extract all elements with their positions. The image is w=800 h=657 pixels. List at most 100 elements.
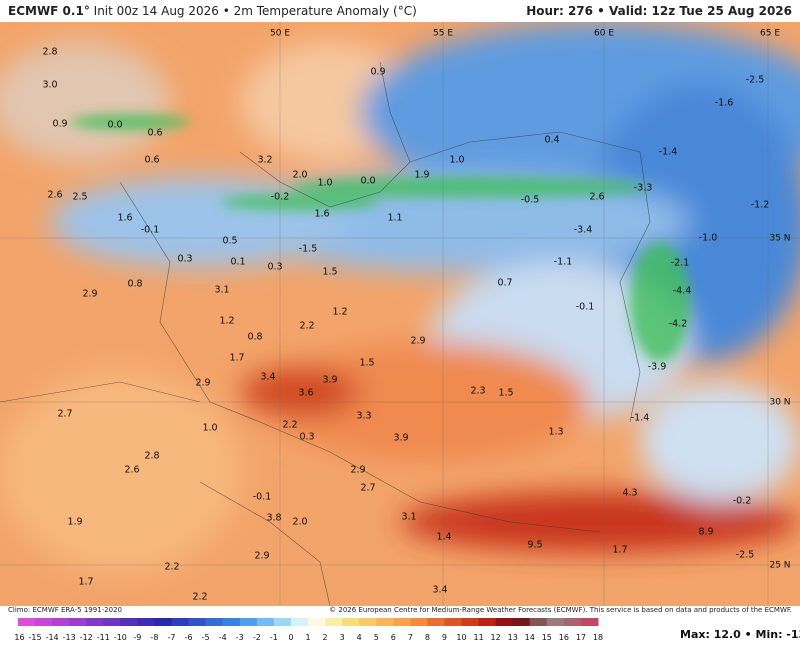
colorbar-cell (290, 618, 309, 626)
anomaly-label: 2.5 (72, 192, 87, 203)
anomaly-label: 3.9 (393, 433, 408, 444)
colorbar-tick-label: -2 (253, 633, 261, 642)
anomaly-label: -4.4 (673, 286, 692, 297)
colorbar-tick-label: 14 (525, 633, 535, 642)
anomaly-label: -2.5 (746, 75, 765, 86)
anomaly-label: 3.1 (214, 285, 229, 296)
colorbar-tick-label: 5 (374, 633, 379, 642)
anomaly-label: 3.8 (266, 513, 281, 524)
colorbar-tick-label: 6 (391, 633, 396, 642)
colorbar-tick-label: -15 (29, 633, 42, 642)
anomaly-field (0, 22, 800, 572)
anomaly-label: 1.9 (67, 517, 82, 528)
anomaly-label: 2.9 (254, 551, 269, 562)
anomaly-label: 1.1 (387, 213, 402, 224)
anomaly-label: 2.2 (299, 321, 314, 332)
anomaly-label: 2.8 (144, 451, 159, 462)
copyright: © 2026 European Centre for Medium-Range … (329, 606, 792, 614)
colorbar-cell (529, 618, 548, 626)
anomaly-label: 0.9 (370, 67, 385, 78)
anomaly-label: 2.7 (57, 409, 72, 420)
anomaly-label: 2.6 (589, 192, 604, 203)
colorbar-cell (52, 618, 70, 626)
anomaly-label: 1.7 (612, 545, 627, 556)
colorbar-cell (222, 618, 241, 626)
anomaly-label: 1.0 (449, 155, 464, 166)
anomaly-label: -1.2 (751, 200, 770, 211)
anomaly-label: 2.9 (82, 289, 97, 300)
colorbar-cell (580, 618, 599, 626)
anomaly-label: 2.2 (282, 420, 297, 431)
anomaly-label: 2.6 (47, 190, 62, 201)
colorbar-cell (478, 618, 497, 626)
anomaly-label: -1.1 (554, 257, 573, 268)
coord-label: 65 E (760, 29, 780, 39)
anomaly-label: -2.1 (671, 258, 690, 269)
colorbar-tick-label: -4 (219, 633, 227, 642)
anomaly-label: 0.3 (267, 262, 282, 273)
anomaly-label: -1.4 (659, 147, 678, 158)
colorbar-tick-label: 4 (357, 633, 362, 642)
anomaly-label: 0.5 (222, 236, 237, 247)
anomaly-label: -0.1 (576, 302, 595, 313)
anomaly-label: 0.8 (127, 279, 142, 290)
colorbar-tick-label: 0 (288, 633, 293, 642)
coord-label: 55 E (433, 29, 453, 39)
anomaly-label: -3.9 (648, 362, 667, 373)
anomaly-label: 1.7 (229, 353, 244, 364)
anomaly-label: 3.4 (432, 585, 447, 596)
colorbar-tick-label: -6 (185, 633, 193, 642)
colorbar-tick-label: 11 (473, 633, 483, 642)
coord-label: 50 E (270, 29, 290, 39)
anomaly-label: 2.8 (42, 47, 57, 58)
anomaly-label: 1.0 (202, 423, 217, 434)
anomaly-label: 1.5 (498, 388, 513, 399)
colorbar-cell (410, 618, 428, 626)
colorbar-cell (393, 618, 411, 626)
colorbar-tick-label: -16 (14, 633, 25, 642)
colorbar-cell (154, 618, 173, 626)
anomaly-label: -1.4 (631, 413, 650, 424)
anomaly-label: 3.0 (42, 80, 57, 91)
anomaly-label: 1.2 (332, 307, 347, 318)
anomaly-label: 1.9 (414, 170, 429, 181)
anomaly-label: 2.9 (195, 378, 210, 389)
colorbar-cell (325, 618, 343, 626)
colorbar-cell (239, 618, 258, 626)
colorbar-tick-label: 8 (425, 633, 430, 642)
anomaly-label: -1.5 (299, 244, 318, 255)
colorbar: -16-15-14-13-12-11-10-9-8-7-6-5-4-3-2-10… (14, 618, 603, 642)
labels: 50 E 55 E 60 E 65 E 35 N 30 N 25 N 2.8 3.0 0.9 0.0… (42, 29, 790, 603)
colorbar-cell (342, 618, 360, 626)
anomaly-label: 0.8 (247, 332, 262, 343)
anomaly-label: -0.2 (733, 496, 752, 507)
coord-label: 35 N (769, 234, 790, 244)
anomaly-label: 4.3 (622, 488, 637, 499)
anomaly-label: 2.2 (164, 562, 179, 573)
coord-label: 25 N (769, 561, 790, 571)
anomaly-label: 3.1 (401, 512, 416, 523)
colorbar-cell (359, 618, 377, 626)
valid-time: Hour: 276 • Valid: 12z Tue 25 Aug 2026 (526, 4, 792, 18)
colorbar-tick-label: 16 (559, 633, 569, 642)
colorbar-tick-label: -7 (168, 633, 176, 642)
colorbar-cell (256, 618, 275, 626)
anomaly-label: 2.0 (292, 517, 307, 528)
anomaly-label: 1.5 (359, 358, 374, 369)
colorbar-tick-label: -8 (150, 633, 158, 642)
anomaly-label: -0.1 (141, 225, 160, 236)
anomaly-label: 2.7 (360, 483, 375, 494)
colorbar-tick-label: -10 (114, 633, 127, 642)
anomaly-label: -4.2 (669, 319, 688, 330)
anomaly-label: -2.5 (736, 550, 755, 561)
anomaly-label: 3.4 (260, 372, 275, 383)
colorbar-cell (137, 618, 155, 626)
model: ECMWF 0.1° (8, 4, 90, 18)
anomaly-label: 1.7 (78, 577, 93, 588)
anomaly-label: 2.0 (292, 170, 307, 181)
anomaly-label: 0.0 (107, 120, 122, 131)
colorbar-cell (120, 618, 138, 626)
anomaly-label: -1.0 (699, 233, 718, 244)
colorbar-tick-label: 1 (305, 633, 310, 642)
